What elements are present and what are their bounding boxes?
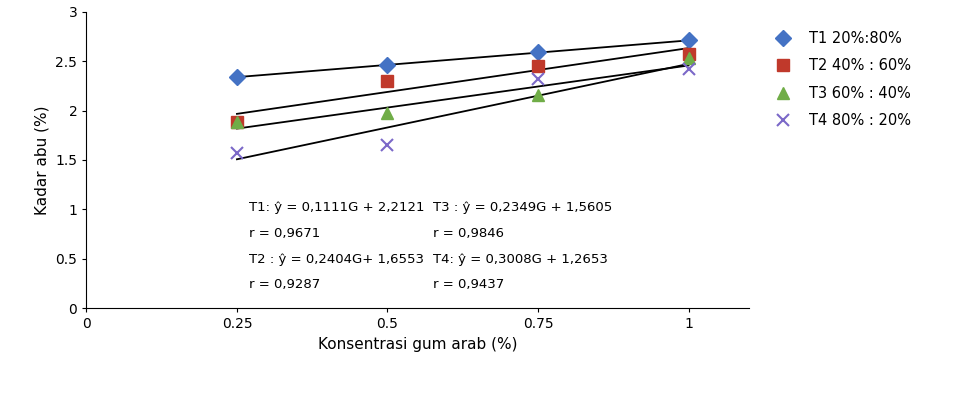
Y-axis label: Kadar abu (%): Kadar abu (%) — [35, 105, 50, 215]
Text: r = 0,9671: r = 0,9671 — [249, 227, 321, 240]
Text: r = 0,9437: r = 0,9437 — [433, 278, 504, 292]
Text: T1: ŷ = 0,1111G + 2,2121: T1: ŷ = 0,1111G + 2,2121 — [249, 201, 424, 214]
Text: r = 0,9846: r = 0,9846 — [433, 227, 504, 240]
Text: r = 0,9287: r = 0,9287 — [249, 278, 321, 292]
Text: T2 : ŷ = 0,2404G+ 1,6553: T2 : ŷ = 0,2404G+ 1,6553 — [249, 253, 424, 266]
X-axis label: Konsentrasi gum arab (%): Konsentrasi gum arab (%) — [318, 337, 517, 352]
Legend: T1 20%:80%, T2 40% : 60%, T3 60% : 40%, T4 80% : 20%: T1 20%:80%, T2 40% : 60%, T3 60% : 40%, … — [762, 25, 917, 134]
Text: T4: ŷ = 0,3008G + 1,2653: T4: ŷ = 0,3008G + 1,2653 — [433, 253, 608, 266]
Text: T3 : ŷ = 0,2349G + 1,5605: T3 : ŷ = 0,2349G + 1,5605 — [433, 201, 612, 214]
